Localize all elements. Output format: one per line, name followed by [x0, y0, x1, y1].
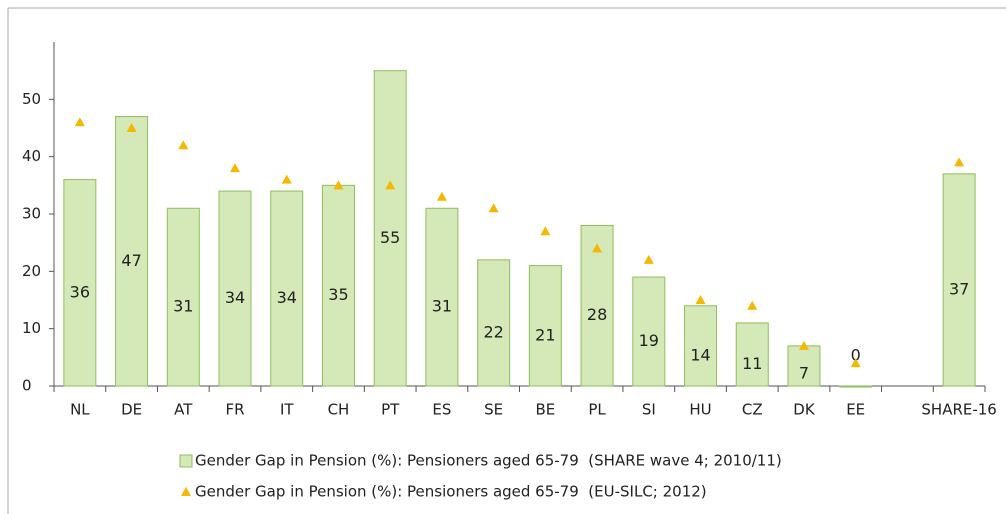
- data-label: 34: [225, 288, 245, 307]
- bar: [528, 265, 562, 387]
- bar: [218, 190, 252, 387]
- bar: [270, 190, 304, 387]
- bar: [115, 116, 149, 387]
- y-tick-label: 40: [22, 147, 41, 165]
- x-tick-label: HU: [689, 401, 711, 419]
- legend-swatch: [179, 454, 193, 468]
- x-tick-label: DE: [121, 401, 142, 419]
- x-tick-label: IT: [280, 401, 294, 419]
- y-tick-label: 50: [22, 90, 41, 108]
- bar: [477, 259, 511, 387]
- triangle-marker: [540, 226, 551, 236]
- data-label: 28: [587, 305, 607, 324]
- y-tick-label: 20: [22, 262, 41, 280]
- triangle-marker: [385, 180, 396, 190]
- x-tick-label: CZ: [742, 401, 763, 419]
- x-tick-label: PL: [588, 401, 606, 419]
- triangle-marker: [592, 243, 603, 253]
- x-tick-label: AT: [174, 401, 193, 419]
- bar: [632, 276, 666, 387]
- triangle-marker: [178, 140, 189, 150]
- triangle-marker: [333, 180, 344, 190]
- data-label: 11: [742, 354, 762, 373]
- bar: [373, 70, 407, 387]
- data-label: 31: [173, 297, 193, 316]
- y-tick-label: 0: [22, 377, 32, 395]
- data-label: 37: [949, 279, 969, 298]
- x-tick-label: SHARE-16: [921, 401, 996, 419]
- data-label: 31: [432, 297, 452, 316]
- triangle-marker: [798, 340, 809, 350]
- triangle-marker: [747, 300, 758, 310]
- data-label: 55: [380, 228, 400, 247]
- y-tick-label: 30: [22, 205, 41, 223]
- bar: [735, 322, 769, 387]
- triangle-marker: [281, 174, 292, 184]
- x-tick-label: SE: [484, 401, 503, 419]
- legend-label: Gender Gap in Pension (%): Pensioners ag…: [195, 452, 782, 470]
- bar: [684, 305, 718, 387]
- data-label: 21: [535, 325, 555, 344]
- bar: [942, 173, 976, 387]
- bar: [321, 184, 355, 387]
- triangle-marker: [850, 358, 861, 368]
- bar: [425, 207, 459, 387]
- data-label: 0: [851, 346, 861, 365]
- triangle-marker: [488, 203, 499, 213]
- data-label: 19: [639, 331, 659, 350]
- x-tick-label: ES: [432, 401, 451, 419]
- bar: [166, 207, 200, 387]
- triangle-marker: [436, 191, 447, 201]
- triangle-marker: [126, 123, 137, 132]
- triangle-marker: [695, 295, 706, 304]
- data-label: 7: [799, 364, 809, 383]
- x-tick-label: BE: [535, 401, 555, 419]
- bar: [839, 385, 873, 388]
- x-tick-label: EE: [846, 401, 865, 419]
- legend-label: Gender Gap in Pension (%): Pensioners ag…: [195, 483, 707, 501]
- x-tick-label: CH: [328, 401, 350, 419]
- bar: [63, 179, 97, 387]
- x-tick-label: DK: [793, 401, 816, 419]
- triangle-marker: [230, 163, 241, 173]
- data-label: 14: [690, 345, 710, 364]
- y-tick-label: 10: [22, 319, 41, 337]
- triangle-marker: [954, 157, 965, 167]
- triangle-marker: [643, 254, 654, 264]
- data-label: 34: [277, 288, 297, 307]
- data-label: 22: [483, 322, 503, 341]
- data-label: 47: [121, 251, 141, 270]
- x-tick-label: NL: [70, 401, 90, 419]
- x-tick-label: FR: [225, 401, 244, 419]
- x-tick-label: SI: [642, 401, 656, 419]
- x-tick-label: PT: [381, 401, 400, 419]
- data-label: 36: [70, 282, 90, 301]
- data-label: 35: [328, 285, 348, 304]
- legend-swatch: [181, 487, 191, 496]
- triangle-marker: [74, 117, 85, 127]
